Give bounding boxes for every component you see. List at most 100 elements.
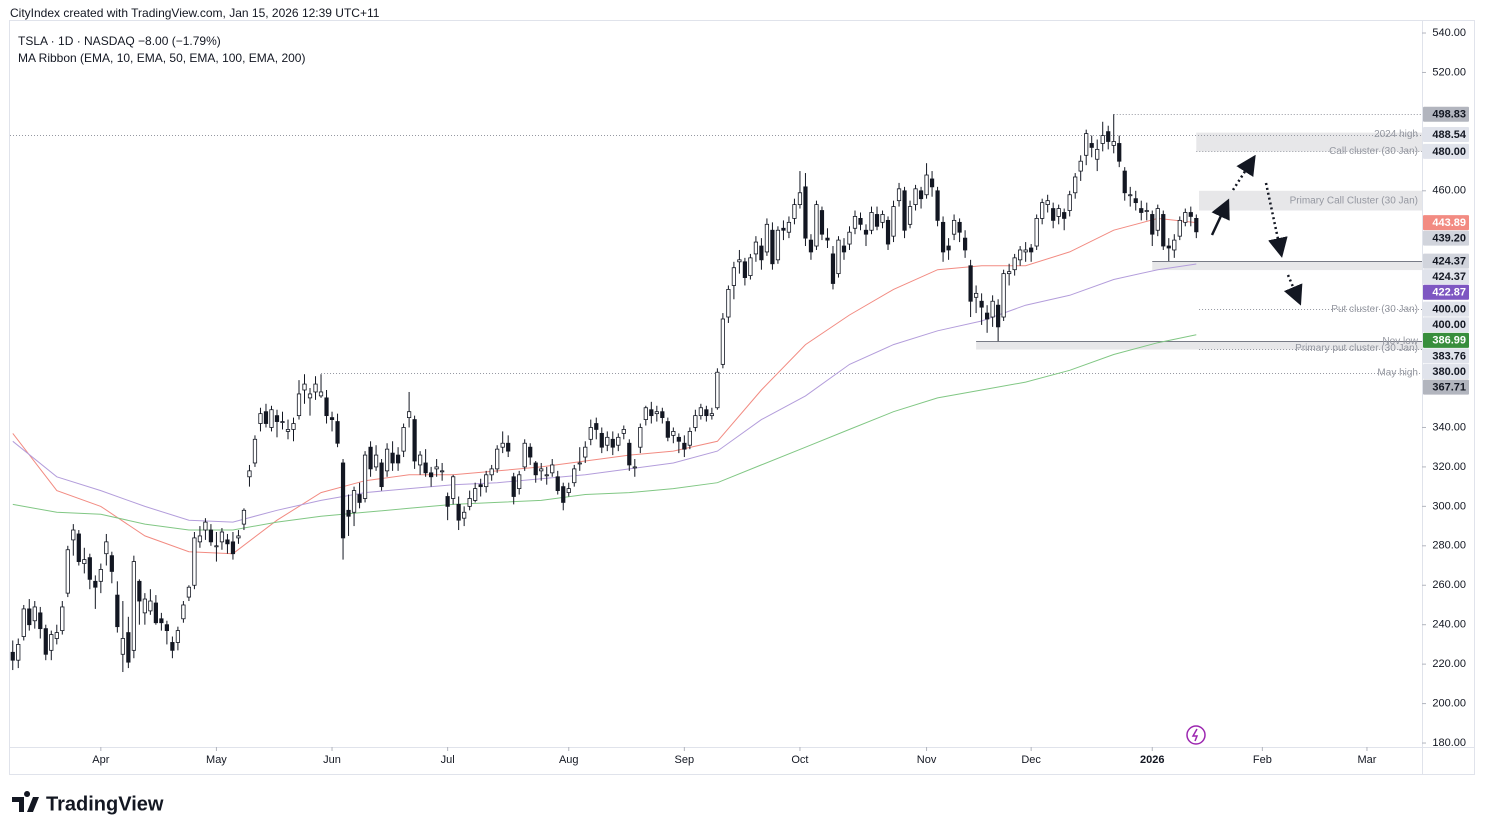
candle-body <box>775 229 781 261</box>
candle-body <box>693 415 698 428</box>
candle-body <box>891 206 896 237</box>
candle-body <box>682 442 687 450</box>
candle-body <box>1034 218 1039 247</box>
price-tag-label: 480.00 <box>1432 146 1466 158</box>
y-tick-label: 460.00 <box>1432 185 1466 197</box>
candle-body <box>561 486 566 503</box>
logo-text: TradingView <box>46 793 164 815</box>
candle-body <box>318 391 324 397</box>
level-label: Call cluster (30 Jan) <box>1329 146 1418 157</box>
zone <box>1196 132 1422 152</box>
candle-body <box>880 214 885 223</box>
candle-body <box>643 407 648 420</box>
candle-body <box>841 245 847 253</box>
candle-body <box>1111 141 1116 146</box>
candle-body <box>676 436 681 442</box>
x-tick-label: Mar <box>1357 754 1376 766</box>
candle-body <box>951 219 957 235</box>
candle-body <box>148 600 153 612</box>
candle-body <box>577 462 582 465</box>
candle-body <box>429 472 434 478</box>
candle-body <box>885 219 891 245</box>
price-tag-label: 424.37 <box>1432 271 1466 283</box>
candle-body <box>731 267 736 286</box>
x-tick-label: Nov <box>917 754 937 766</box>
frame <box>9 20 1475 775</box>
candle-body <box>836 239 841 275</box>
candle-body <box>1188 212 1193 217</box>
candle-body <box>918 190 924 200</box>
candle-body <box>351 490 357 513</box>
candle-body <box>192 537 197 586</box>
ema-line <box>12 217 1197 555</box>
candle-body <box>456 503 461 521</box>
candle-body <box>698 407 703 417</box>
candle-body <box>164 624 169 632</box>
candle-body <box>82 559 87 564</box>
candle-body <box>962 237 968 251</box>
candle-body <box>946 245 951 251</box>
candle-body <box>313 383 318 393</box>
candle-body <box>93 580 98 588</box>
candle-body <box>175 630 181 643</box>
candle-body <box>1007 271 1012 275</box>
candle-body <box>555 476 560 491</box>
candle-body <box>1177 219 1182 237</box>
candle-body <box>10 651 15 661</box>
logo: TradingView <box>12 791 164 815</box>
candle-body <box>340 462 346 539</box>
x-tick-label: May <box>206 754 227 766</box>
price-tag <box>1423 301 1469 317</box>
candle-body <box>495 448 500 470</box>
candle-body <box>924 174 929 196</box>
y-tick-label: 340.00 <box>1432 421 1466 433</box>
candle-body <box>957 221 962 233</box>
candle-body <box>159 618 164 624</box>
candle-body <box>660 411 665 419</box>
candle-body <box>1012 257 1017 271</box>
ema-line <box>12 334 1197 531</box>
candle-body <box>219 531 225 543</box>
candle-body <box>71 529 76 541</box>
candle-body <box>16 644 21 661</box>
candle-body <box>126 632 131 663</box>
y-tick-label: 220.00 <box>1432 658 1466 670</box>
candle-body <box>181 604 186 620</box>
price-tag <box>1423 284 1469 300</box>
candle-body <box>814 204 819 247</box>
candle-body <box>517 474 522 490</box>
credit: CityIndex created with TradingView.com, … <box>10 6 380 20</box>
candle-body <box>753 241 759 255</box>
candle-body <box>451 476 456 499</box>
chart-title: TSLA · 1D · NASDAQ −8.00 (−1.79%) <box>18 34 221 48</box>
x-tick-label: Aug <box>559 754 579 766</box>
candle-body <box>462 511 467 519</box>
candle-body <box>1117 143 1122 162</box>
candle-body <box>247 470 252 478</box>
x-tick-label: Feb <box>1253 754 1272 766</box>
candle-body <box>819 210 825 235</box>
candle-body <box>484 474 489 488</box>
candle-body <box>665 421 670 438</box>
ema-line <box>12 263 1197 523</box>
candle-body <box>296 393 302 417</box>
price-tag <box>1423 127 1469 143</box>
candle-body <box>874 214 880 227</box>
candle-body <box>395 454 401 464</box>
candle-body <box>852 216 858 229</box>
candle-body <box>390 452 395 464</box>
candle-body <box>588 427 593 440</box>
y-tick-label: 280.00 <box>1432 540 1466 552</box>
zone <box>1199 190 1422 211</box>
price-tag <box>1423 215 1469 231</box>
y-tick-label: 260.00 <box>1432 579 1466 591</box>
candle-body <box>27 608 32 626</box>
candle-body <box>1166 245 1171 249</box>
level-label: Put cluster (30 Jan) <box>1331 304 1418 315</box>
candle-body <box>362 454 368 499</box>
candle-body <box>434 466 439 470</box>
candle-body <box>533 462 538 476</box>
replay-icon[interactable] <box>1186 725 1206 745</box>
candle-body <box>440 470 445 473</box>
